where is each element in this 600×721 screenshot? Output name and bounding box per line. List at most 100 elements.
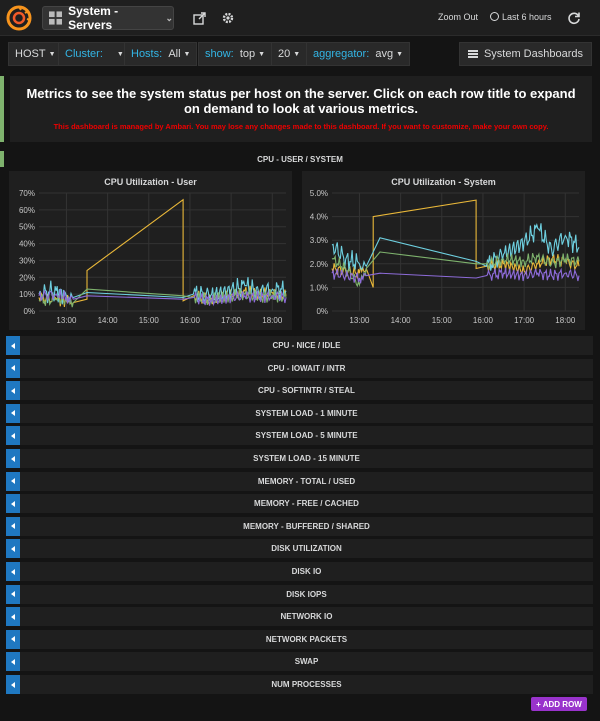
y-tick-label: 4.0%	[310, 213, 328, 222]
expand-row-handle[interactable]	[6, 652, 20, 672]
cpu-system-graph-panel[interactable]: CPU Utilization - System 0% 1.0% 2.0% 3.0% 4…	[302, 171, 585, 330]
row-title[interactable]: DISK IO	[291, 567, 322, 576]
cluster-variable-dropdown[interactable]: Cluster: ▼	[58, 42, 131, 66]
expand-row-handle[interactable]	[6, 516, 20, 536]
expand-row-handle[interactable]	[6, 562, 20, 581]
show-variable-dropdown[interactable]: show: top ▼	[198, 42, 273, 66]
expand-row-handle[interactable]	[6, 449, 20, 468]
expand-row-handle[interactable]	[6, 629, 20, 649]
expand-row-handle[interactable]	[6, 675, 20, 694]
caret-left-icon	[11, 591, 15, 598]
y-tick-label: 30%	[19, 256, 35, 265]
hosts-variable-dropdown[interactable]: Hosts: All ▼	[124, 42, 198, 66]
row-title[interactable]: NETWORK IO	[280, 612, 333, 622]
dashboard-grid-icon	[49, 11, 63, 25]
caret-down-icon: ▼	[258, 50, 266, 58]
row-title[interactable]: MEMORY - TOTAL / USED	[257, 476, 356, 486]
collapsed-row[interactable]: SYSTEM LOAD - 1 MINUTE	[6, 403, 593, 423]
gear-icon[interactable]	[221, 11, 235, 25]
collapsed-row[interactable]: MEMORY - TOTAL / USED	[6, 471, 593, 491]
expand-row-handle[interactable]	[6, 607, 20, 627]
share-icon[interactable]	[193, 11, 207, 25]
collapsed-row[interactable]: CPU - SOFTINTR / STEAL	[6, 381, 593, 401]
y-tick-label: 60%	[19, 206, 35, 215]
row-gutter[interactable]	[0, 76, 4, 142]
caret-left-icon	[11, 478, 15, 485]
x-tick-label: 16:00	[473, 316, 494, 325]
expand-row-handle[interactable]	[6, 584, 20, 604]
row-title[interactable]: NETWORK PACKETS	[265, 634, 348, 644]
row-title[interactable]: CPU - IOWAIT / INTR	[267, 363, 346, 373]
cpu-user-graph-panel[interactable]: CPU Utilization - User 0% 10% 20% 30% 40% 50%…	[9, 171, 292, 330]
collapsed-row[interactable]: SYSTEM LOAD - 15 MINUTE	[6, 449, 593, 468]
row-title[interactable]: SWAP	[294, 657, 319, 667]
collapsed-row[interactable]: NETWORK IO	[6, 607, 593, 627]
collapsed-row[interactable]: MEMORY - BUFFERED / SHARED	[6, 516, 593, 536]
caret-left-icon	[11, 636, 15, 643]
row-title[interactable]: SYSTEM LOAD - 1 MINUTE	[255, 408, 358, 418]
info-row: Metrics to see the system status per hos…	[0, 76, 600, 142]
y-tick-label: 0%	[316, 307, 328, 316]
row-title[interactable]: CPU - SOFTINTR / STEAL	[258, 386, 355, 396]
y-tick-label: 20%	[19, 273, 35, 282]
caret-down-icon: ▼	[183, 50, 191, 58]
add-row-button[interactable]: + ADD ROW	[531, 697, 587, 711]
panel-title[interactable]: CPU Utilization - System	[391, 177, 496, 187]
y-tick-label: 5.0%	[310, 189, 328, 198]
collapsed-row[interactable]: DISK UTILIZATION	[6, 539, 593, 559]
x-tick-label: 13:00	[349, 316, 370, 325]
row-title[interactable]: DISK IOPS	[286, 589, 327, 599]
row-gutter[interactable]	[0, 151, 4, 167]
caret-left-icon	[11, 342, 15, 349]
x-tick-label: 15:00	[432, 316, 453, 325]
expand-row-handle[interactable]	[6, 358, 20, 378]
expand-row-handle[interactable]	[6, 471, 20, 491]
grafana-logo-icon[interactable]	[6, 5, 32, 31]
zoom-out-button[interactable]: Zoom Out	[438, 12, 479, 22]
expand-row-handle[interactable]	[6, 336, 20, 355]
row-title[interactable]: NUM PROCESSES	[271, 680, 342, 689]
y-tick-label: 3.0%	[310, 236, 328, 245]
count-variable-dropdown[interactable]: 20 ▼	[271, 42, 308, 66]
caret-down-icon: ▼	[116, 50, 124, 58]
system-dashboards-button[interactable]: System Dashboards	[458, 42, 592, 66]
collapsed-row[interactable]: MEMORY - FREE / CACHED	[6, 494, 593, 514]
row-title[interactable]: MEMORY - FREE / CACHED	[254, 499, 359, 509]
caret-down-icon: ▼	[48, 50, 56, 58]
caret-left-icon	[11, 410, 15, 417]
row-title[interactable]: CPU - NICE / IDLE	[272, 341, 341, 350]
collapsed-row[interactable]: SYSTEM LOAD - 5 MINUTE	[6, 426, 593, 446]
time-range-label: Last 6 hours	[502, 12, 552, 22]
host-variable-dropdown[interactable]: HOST ▼	[8, 42, 63, 66]
caret-left-icon	[11, 658, 15, 665]
time-range-picker[interactable]: Last 6 hours	[490, 12, 552, 22]
row-title[interactable]: SYSTEM LOAD - 15 MINUTE	[253, 454, 360, 463]
collapsed-row[interactable]: NUM PROCESSES	[6, 675, 593, 694]
refresh-icon[interactable]	[567, 11, 581, 25]
x-tick-label: 14:00	[98, 316, 119, 325]
collapsed-row[interactable]: SWAP	[6, 652, 593, 672]
collapsed-row[interactable]: CPU - IOWAIT / INTR	[6, 358, 593, 378]
expand-row-handle[interactable]	[6, 426, 20, 446]
row-title[interactable]: SYSTEM LOAD - 5 MINUTE	[255, 431, 358, 441]
collapsed-row[interactable]: DISK IO	[6, 562, 593, 581]
expand-row-handle[interactable]	[6, 403, 20, 423]
row-title-cpu-user-system[interactable]: CPU - USER / SYSTEM	[257, 155, 343, 164]
expand-row-handle[interactable]	[6, 494, 20, 514]
aggregator-variable-dropdown[interactable]: aggregator: avg ▼	[306, 42, 411, 66]
row-title[interactable]: MEMORY - BUFFERED / SHARED	[243, 521, 370, 531]
collapsed-row[interactable]: DISK IOPS	[6, 584, 593, 604]
expand-row-handle[interactable]	[6, 539, 20, 559]
expand-row-handle[interactable]	[6, 381, 20, 401]
collapsed-row[interactable]: CPU - NICE / IDLE	[6, 336, 593, 355]
collapsed-row[interactable]: NETWORK PACKETS	[6, 629, 593, 649]
x-tick-label: 16:00	[180, 316, 201, 325]
series-line	[331, 251, 580, 288]
panel-title[interactable]: CPU Utilization - User	[104, 177, 197, 187]
row-title[interactable]: DISK UTILIZATION	[271, 544, 342, 554]
clock-icon	[490, 12, 499, 21]
dashboard-picker-button[interactable]: System - Servers ⌄	[42, 4, 174, 32]
caret-left-icon	[11, 523, 15, 530]
managed-warning-text: This dashboard is managed by Ambari. You…	[53, 122, 549, 131]
caret-left-icon	[11, 455, 15, 462]
